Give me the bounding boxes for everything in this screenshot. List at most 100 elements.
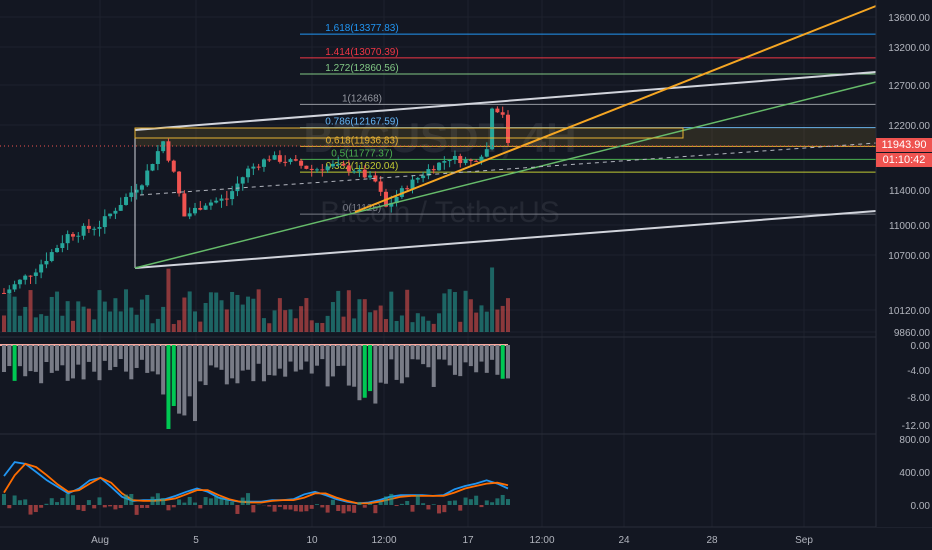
candle-body[interactable]	[129, 192, 134, 197]
candle-body[interactable]	[405, 188, 410, 190]
candle-body[interactable]	[309, 168, 314, 171]
candle-body[interactable]	[426, 169, 431, 176]
candle-body[interactable]	[325, 166, 330, 171]
candle-body[interactable]	[214, 200, 219, 203]
candle-body[interactable]	[330, 163, 335, 167]
candle-body[interactable]	[500, 112, 505, 115]
candle-body[interactable]	[267, 159, 272, 161]
candle-body[interactable]	[421, 175, 426, 179]
candle-body[interactable]	[219, 198, 224, 201]
candle-body[interactable]	[161, 141, 166, 152]
candle-body[interactable]	[44, 260, 49, 265]
candle-body[interactable]	[39, 264, 44, 273]
candle-body[interactable]	[458, 155, 463, 164]
candle-body[interactable]	[49, 252, 54, 261]
candle-body[interactable]	[394, 196, 399, 203]
candle-body[interactable]	[240, 177, 245, 184]
candle-body[interactable]	[474, 160, 479, 162]
green-trend-line[interactable]	[134, 81, 877, 269]
candle-body[interactable]	[304, 165, 309, 169]
candle-body[interactable]	[437, 162, 442, 171]
candle-body[interactable]	[203, 205, 208, 210]
candle-body[interactable]	[12, 284, 17, 290]
candle-body[interactable]	[28, 275, 33, 277]
candle-body[interactable]	[235, 183, 240, 192]
candle-body[interactable]	[86, 225, 91, 229]
candle-body[interactable]	[320, 169, 325, 171]
candle-body[interactable]	[97, 227, 102, 229]
candle-body[interactable]	[33, 272, 38, 276]
candle-body[interactable]	[145, 170, 150, 186]
candle-body[interactable]	[336, 163, 341, 165]
candle-body[interactable]	[192, 207, 197, 214]
signal-line[interactable]	[3, 462, 509, 505]
candle-body[interactable]	[479, 156, 484, 162]
candle-body[interactable]	[256, 166, 261, 168]
candle-body[interactable]	[357, 169, 362, 172]
candle-body[interactable]	[452, 155, 457, 160]
candle-body[interactable]	[150, 163, 155, 171]
candle-body[interactable]	[124, 196, 129, 205]
candle-body[interactable]	[70, 234, 75, 237]
candle-body[interactable]	[2, 292, 6, 294]
candle-body[interactable]	[155, 151, 160, 164]
candle-body[interactable]	[415, 178, 420, 180]
orange-trend-line[interactable]	[354, 5, 877, 213]
candle-body[interactable]	[23, 275, 28, 280]
candle-body[interactable]	[230, 191, 235, 200]
candle-body[interactable]	[431, 169, 436, 171]
candle-body[interactable]	[315, 169, 320, 171]
candle-body[interactable]	[198, 207, 203, 210]
candle-body[interactable]	[389, 202, 394, 207]
candle-body[interactable]	[468, 159, 473, 161]
candle-body[interactable]	[108, 213, 113, 217]
candle-body[interactable]	[341, 163, 346, 166]
candle-body[interactable]	[272, 155, 277, 160]
candle-body[interactable]	[442, 161, 447, 163]
candle-body[interactable]	[261, 159, 266, 167]
candle-body[interactable]	[139, 185, 144, 190]
candle-body[interactable]	[246, 168, 251, 178]
candle-body[interactable]	[171, 160, 176, 172]
candle-body[interactable]	[378, 181, 383, 192]
candle-body[interactable]	[283, 161, 288, 163]
candle-body[interactable]	[224, 198, 229, 200]
candle-body[interactable]	[113, 210, 118, 214]
candle-body[interactable]	[346, 165, 351, 172]
trend-lines[interactable]	[0, 5, 877, 269]
candle-body[interactable]	[368, 175, 373, 178]
indicator-histogram-panel[interactable]	[0, 344, 510, 429]
candle-body[interactable]	[182, 193, 187, 217]
candle-body[interactable]	[55, 248, 60, 253]
candle-body[interactable]	[293, 159, 298, 161]
channel-lower-line[interactable]	[134, 210, 877, 269]
candle-body[interactable]	[166, 141, 171, 161]
candle-body[interactable]	[490, 108, 495, 150]
candle-body[interactable]	[118, 204, 123, 211]
candle-body[interactable]	[288, 159, 293, 162]
candle-body[interactable]	[251, 166, 256, 169]
candlestick-series[interactable]	[2, 106, 510, 294]
candle-body[interactable]	[76, 235, 81, 237]
candle-body[interactable]	[177, 171, 182, 194]
channel-upper-line[interactable]	[134, 71, 877, 131]
candle-body[interactable]	[506, 114, 510, 143]
candle-body[interactable]	[362, 169, 367, 178]
candle-body[interactable]	[299, 160, 304, 166]
candle-body[interactable]	[410, 179, 415, 190]
candle-body[interactable]	[463, 159, 468, 164]
candle-body[interactable]	[81, 225, 86, 236]
candle-body[interactable]	[277, 155, 282, 162]
candle-body[interactable]	[447, 159, 452, 162]
candle-body[interactable]	[65, 234, 70, 244]
candle-body[interactable]	[208, 202, 213, 206]
macd-panel[interactable]	[2, 461, 510, 515]
candle-body[interactable]	[187, 213, 192, 217]
candle-body[interactable]	[60, 243, 65, 249]
candle-body[interactable]	[134, 189, 139, 193]
candle-body[interactable]	[352, 171, 357, 173]
candle-body[interactable]	[102, 216, 107, 228]
candle-body[interactable]	[495, 108, 500, 113]
candle-body[interactable]	[7, 289, 12, 294]
